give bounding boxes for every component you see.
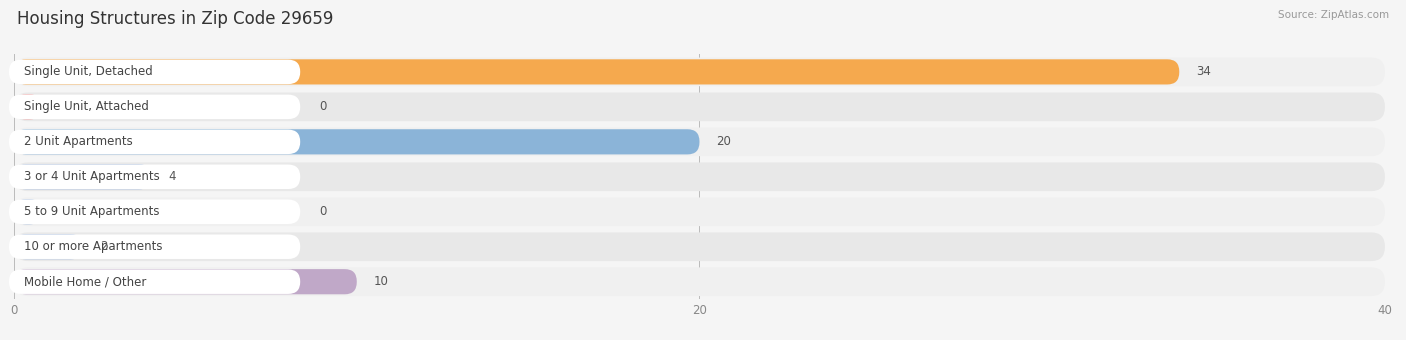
FancyBboxPatch shape	[8, 59, 301, 84]
FancyBboxPatch shape	[14, 92, 1385, 121]
Text: 4: 4	[169, 170, 176, 183]
Text: Single Unit, Attached: Single Unit, Attached	[24, 100, 149, 113]
Text: Single Unit, Detached: Single Unit, Detached	[24, 65, 153, 79]
FancyBboxPatch shape	[14, 234, 83, 259]
FancyBboxPatch shape	[14, 199, 42, 224]
Text: 0: 0	[319, 100, 326, 113]
FancyBboxPatch shape	[14, 57, 1385, 86]
Text: 2 Unit Apartments: 2 Unit Apartments	[24, 135, 134, 148]
FancyBboxPatch shape	[14, 59, 1180, 84]
Text: 2: 2	[100, 240, 107, 253]
FancyBboxPatch shape	[8, 270, 301, 294]
Text: 10: 10	[374, 275, 389, 288]
Text: 5 to 9 Unit Apartments: 5 to 9 Unit Apartments	[24, 205, 160, 218]
FancyBboxPatch shape	[14, 94, 42, 119]
Text: Source: ZipAtlas.com: Source: ZipAtlas.com	[1278, 10, 1389, 20]
FancyBboxPatch shape	[14, 129, 700, 154]
FancyBboxPatch shape	[14, 164, 152, 189]
FancyBboxPatch shape	[8, 235, 301, 259]
FancyBboxPatch shape	[14, 269, 357, 294]
Text: 0: 0	[319, 205, 326, 218]
Text: 3 or 4 Unit Apartments: 3 or 4 Unit Apartments	[24, 170, 160, 183]
FancyBboxPatch shape	[8, 165, 301, 189]
FancyBboxPatch shape	[8, 95, 301, 119]
FancyBboxPatch shape	[14, 128, 1385, 156]
Text: 20: 20	[717, 135, 731, 148]
FancyBboxPatch shape	[14, 163, 1385, 191]
FancyBboxPatch shape	[8, 200, 301, 224]
Text: 34: 34	[1197, 65, 1212, 79]
Text: Housing Structures in Zip Code 29659: Housing Structures in Zip Code 29659	[17, 10, 333, 28]
FancyBboxPatch shape	[8, 130, 301, 154]
FancyBboxPatch shape	[14, 198, 1385, 226]
Text: 10 or more Apartments: 10 or more Apartments	[24, 240, 163, 253]
FancyBboxPatch shape	[14, 267, 1385, 296]
Text: Mobile Home / Other: Mobile Home / Other	[24, 275, 146, 288]
FancyBboxPatch shape	[14, 233, 1385, 261]
